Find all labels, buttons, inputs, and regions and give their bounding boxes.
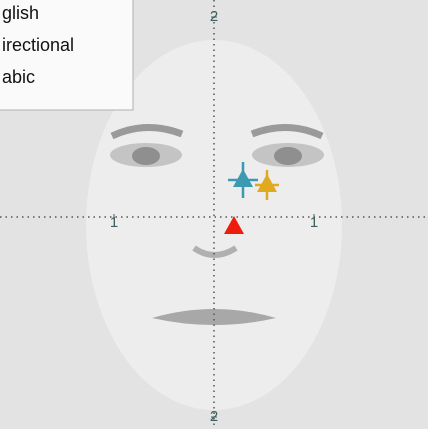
legend: glish irectional abic bbox=[0, 0, 134, 111]
legend-label: abic bbox=[2, 67, 35, 87]
legend-label: glish bbox=[2, 3, 39, 23]
x-tick-label: 1 bbox=[310, 214, 318, 231]
marker bbox=[233, 169, 253, 187]
y-tick-label: 2 bbox=[210, 8, 218, 25]
y-tick-label: 2 bbox=[210, 408, 218, 425]
marker bbox=[257, 174, 277, 192]
legend-label: irectional bbox=[2, 35, 74, 55]
marker bbox=[224, 216, 244, 234]
face-image bbox=[86, 40, 342, 410]
x-tick-label: 1 bbox=[110, 214, 118, 231]
legend-box bbox=[0, 0, 134, 111]
